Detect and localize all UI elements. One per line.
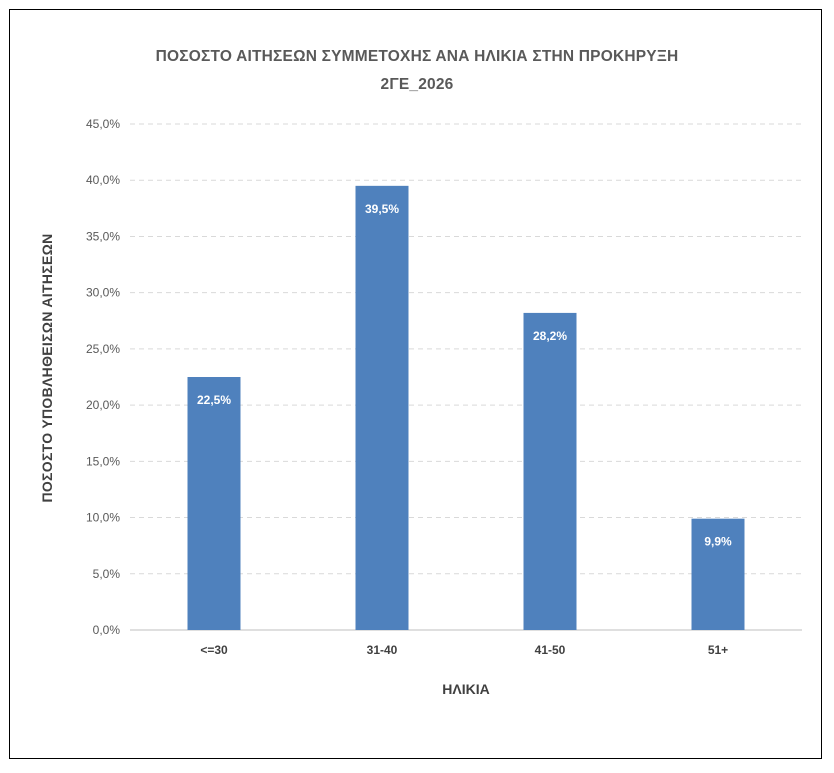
y-tick-label: 35,0% xyxy=(86,229,120,243)
x-tick-label: 51+ xyxy=(708,643,728,657)
y-tick-label: 10,0% xyxy=(86,511,120,525)
y-tick-label: 25,0% xyxy=(86,342,120,356)
y-tick-label: 15,0% xyxy=(86,454,120,468)
bar-2 xyxy=(523,312,577,630)
data-label: 9,9% xyxy=(704,535,732,549)
chart-frame xyxy=(9,9,822,759)
x-axis-label: ΗΛΙΚΙΑ xyxy=(442,681,490,697)
bar-1 xyxy=(355,185,409,630)
y-tick-label: 45,0% xyxy=(86,117,120,131)
y-tick-label: 5,0% xyxy=(93,567,121,581)
y-tick-label: 30,0% xyxy=(86,286,120,300)
y-tick-label: 0,0% xyxy=(93,623,121,637)
data-label: 22,5% xyxy=(197,393,231,407)
data-label: 28,2% xyxy=(533,329,567,343)
chart-title-line-1: ΠΟΣΟΣΤΟ ΑΙΤΗΣΕΩΝ ΣΥΜΜΕΤΟΧΗΣ ΑΝΑ ΗΛΙΚΙΑ Σ… xyxy=(155,48,679,65)
bar-0 xyxy=(187,377,241,630)
x-tick-label: <=30 xyxy=(200,643,228,657)
y-tick-label: 20,0% xyxy=(86,398,120,412)
y-tick-label: 40,0% xyxy=(86,173,120,187)
x-tick-label: 31-40 xyxy=(367,643,398,657)
x-tick-label: 41-50 xyxy=(535,643,566,657)
chart-title-line-2: 2ΓΕ_2026 xyxy=(380,76,454,93)
data-label: 39,5% xyxy=(365,202,399,216)
bar-3 xyxy=(691,518,745,630)
